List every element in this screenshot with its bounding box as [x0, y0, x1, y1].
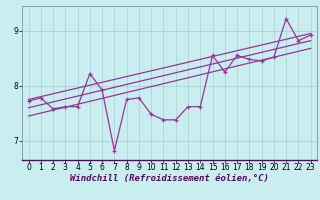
X-axis label: Windchill (Refroidissement éolien,°C): Windchill (Refroidissement éolien,°C) — [70, 174, 269, 183]
